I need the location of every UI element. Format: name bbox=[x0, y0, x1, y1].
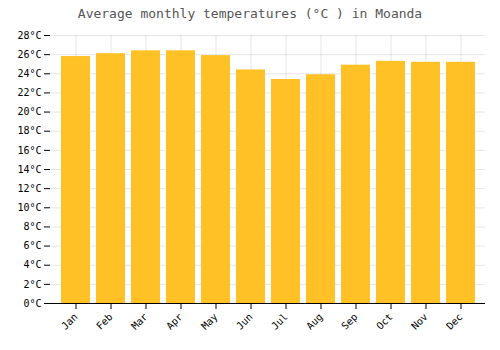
svg-text:May: May bbox=[199, 311, 220, 332]
svg-text:Dec: Dec bbox=[444, 311, 465, 332]
svg-text:14°C: 14°C bbox=[17, 164, 41, 175]
svg-text:26°C: 26°C bbox=[17, 49, 41, 60]
svg-text:Jun: Jun bbox=[234, 311, 255, 332]
svg-text:10°C: 10°C bbox=[17, 202, 41, 213]
svg-text:4°C: 4°C bbox=[23, 259, 41, 270]
svg-text:0°C: 0°C bbox=[23, 298, 41, 309]
svg-text:Sep: Sep bbox=[339, 311, 360, 332]
svg-text:Mar: Mar bbox=[129, 311, 150, 332]
svg-text:24°C: 24°C bbox=[17, 68, 41, 79]
svg-text:20°C: 20°C bbox=[17, 106, 41, 117]
svg-text:16°C: 16°C bbox=[17, 145, 41, 156]
svg-text:8°C: 8°C bbox=[23, 221, 41, 232]
svg-text:Oct: Oct bbox=[374, 311, 395, 332]
svg-text:6°C: 6°C bbox=[23, 240, 41, 251]
svg-text:12°C: 12°C bbox=[17, 183, 41, 194]
html-text:Average monthly temperatures (: Average monthly temperatures (°C ) in Mo… bbox=[77, 6, 423, 21]
svg-text:Jul: Jul bbox=[269, 311, 290, 332]
svg-text:28°C: 28°C bbox=[17, 30, 41, 41]
svg-text:2°C: 2°C bbox=[23, 279, 41, 290]
svg-text:Aug: Aug bbox=[304, 311, 325, 332]
svg-text:Jan: Jan bbox=[59, 311, 80, 332]
svg-text:Apr: Apr bbox=[164, 311, 185, 332]
svg-text:Feb: Feb bbox=[94, 311, 115, 332]
svg-text:18°C: 18°C bbox=[17, 125, 41, 136]
svg-text:22°C: 22°C bbox=[17, 87, 41, 98]
svg-text:Nov: Nov bbox=[409, 311, 430, 332]
